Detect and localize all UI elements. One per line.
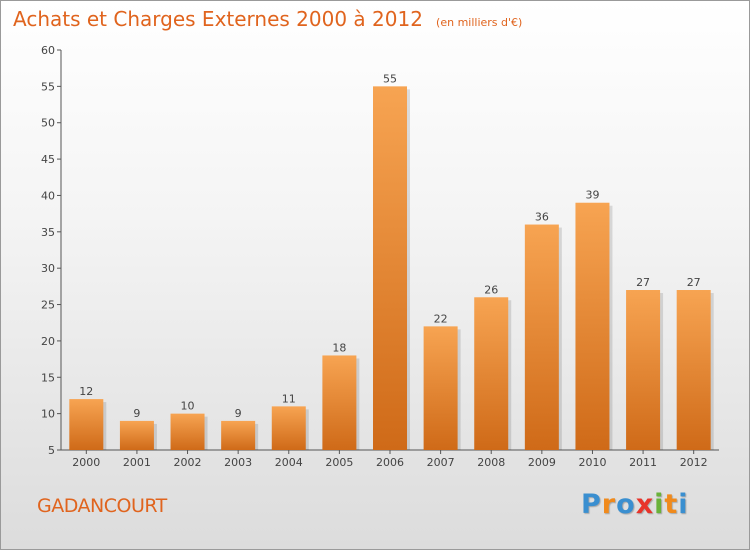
logo-letter: i: [678, 489, 689, 520]
bar: [170, 413, 205, 450]
x-tick-label: 2007: [427, 456, 455, 469]
y-tick-label: 50: [41, 117, 55, 130]
data-label: 10: [181, 400, 195, 413]
y-tick-label: 55: [41, 80, 55, 93]
y-tick-label: 20: [41, 335, 55, 348]
y-tick-label: 60: [41, 44, 55, 57]
data-label: 11: [282, 392, 296, 405]
y-tick-label: 35: [41, 226, 55, 239]
data-label: 18: [332, 341, 346, 354]
x-tick-label: 2002: [174, 456, 202, 469]
x-tick-label: 2004: [275, 456, 303, 469]
data-label: 12: [79, 385, 93, 398]
y-tick-label: 40: [41, 189, 55, 202]
bar: [676, 290, 711, 450]
bar: [322, 355, 357, 450]
logo-letter: P: [581, 489, 602, 520]
y-tick-label: 25: [41, 299, 55, 312]
x-tick-label: 2009: [528, 456, 556, 469]
data-label: 55: [383, 72, 397, 85]
y-tick-label: 45: [41, 153, 55, 166]
y-tick-label: 15: [41, 371, 55, 384]
bar: [69, 399, 104, 450]
data-label: 22: [434, 312, 448, 325]
x-tick-label: 2003: [224, 456, 252, 469]
bar: [119, 420, 154, 450]
bar: [524, 224, 559, 450]
logo-letter: t: [664, 489, 679, 520]
x-tick-label: 2006: [376, 456, 404, 469]
bar: [271, 406, 306, 450]
data-label: 9: [133, 407, 140, 420]
x-tick-label: 2008: [477, 456, 505, 469]
x-tick-label: 2012: [680, 456, 708, 469]
logo-letter: o: [616, 489, 636, 520]
commune-name: GADANCOURT: [37, 495, 167, 517]
chart-subtitle: (en milliers d'€): [436, 16, 523, 29]
bar: [575, 202, 610, 450]
data-label: 36: [535, 211, 549, 224]
y-tick-label: 30: [41, 262, 55, 275]
logo-letter: x: [635, 489, 655, 520]
x-tick-label: 2001: [123, 456, 151, 469]
bar: [221, 420, 256, 450]
x-tick-label: 2010: [578, 456, 606, 469]
bar: [626, 290, 661, 450]
bar: [474, 297, 509, 450]
x-tick-label: 2000: [72, 456, 100, 469]
title-line: Achats et Charges Externes 2000 à 2012 (…: [13, 7, 522, 31]
x-tick-label: 2011: [629, 456, 657, 469]
logo-letter: i: [654, 489, 665, 520]
data-label: 39: [585, 189, 599, 202]
data-label: 26: [484, 283, 498, 296]
proxiti-logo[interactable]: Proxiti: [581, 489, 689, 520]
bar: [373, 86, 407, 450]
logo-letter: r: [601, 489, 617, 520]
x-tick-label: 2005: [325, 456, 353, 469]
data-label: 9: [235, 407, 242, 420]
y-tick-label: 10: [41, 408, 55, 421]
y-tick-label: 5: [48, 444, 55, 457]
data-label: 27: [687, 276, 701, 289]
chart-title: Achats et Charges Externes 2000 à 2012: [13, 7, 423, 31]
bar: [423, 326, 458, 450]
data-label: 27: [636, 276, 650, 289]
